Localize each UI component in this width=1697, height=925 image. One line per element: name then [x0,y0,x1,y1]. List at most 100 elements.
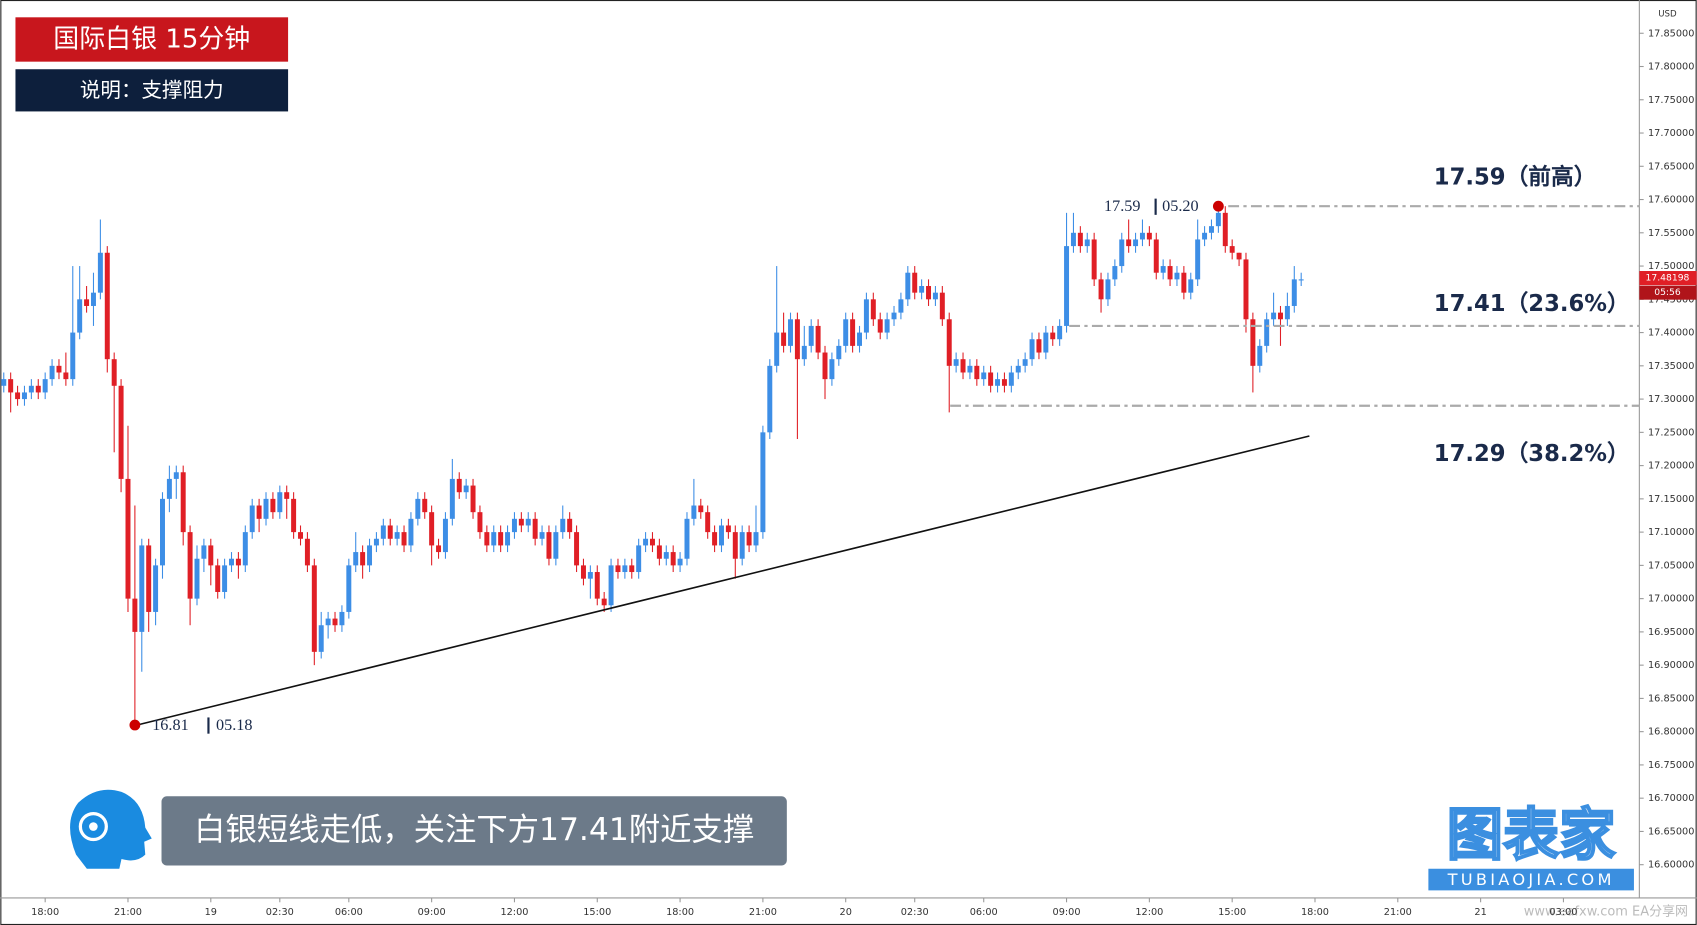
candle-body [15,392,21,400]
candle-body [380,525,386,539]
candle-body [567,518,573,533]
x-tick-label: 18:00 [1301,907,1329,918]
candle-body [1057,325,1063,340]
y-tick-label: 17.75000 [1648,95,1694,106]
candle-body [919,286,925,293]
candle-body [1112,266,1118,280]
candle-body [42,379,48,393]
level-label: 17.41（23.6%） [1434,290,1630,317]
candle-body [1146,232,1152,240]
y-tick-label: 17.50000 [1648,261,1694,272]
countdown-box [1639,285,1697,300]
candle-body [1229,246,1235,253]
caption: 白银短线走低，关注下方17.41附近支撑 [194,812,754,848]
candle-body [125,478,131,599]
x-tick-label: 02:30 [901,907,929,918]
x-tick-label: 12:00 [1135,907,1163,918]
x-tick-label: 02:30 [266,907,294,918]
candle-body [739,532,745,559]
y-tick-label: 17.40000 [1648,328,1694,339]
candle-body [360,552,366,566]
candle-body [505,532,511,546]
candle-body [649,538,655,546]
candle-body [705,512,711,533]
y-tick-label: 17.80000 [1648,62,1694,73]
candle-body [111,359,117,386]
candle-body [1070,232,1076,247]
candle-body [408,518,414,546]
candle-body [277,492,283,513]
candle-body [877,319,883,333]
candle-body [988,372,994,386]
candle-body [843,319,849,346]
candle-body [284,492,290,499]
x-tick-label: 21:00 [749,907,777,918]
candle-body [35,385,41,393]
candle-body [1139,232,1145,240]
candle-body [912,272,918,293]
low-marker [129,719,141,731]
candle-body [97,252,103,293]
candle-body [857,332,863,346]
x-tick-label: 21:00 [114,907,142,918]
candle-body [498,532,504,546]
candle-body [712,532,718,546]
y-tick-label: 17.00000 [1648,594,1694,605]
candle-body [1291,279,1297,306]
candle-body [235,558,241,566]
candle-body [1222,212,1228,247]
trend-line [137,435,1310,726]
candle-body [574,532,580,566]
candle-body [822,352,828,380]
candle-body [263,498,269,519]
candle-body [884,319,890,333]
candle-body [56,365,62,373]
candle-body [511,518,517,533]
candle-body [242,532,248,566]
plot [1,206,1304,726]
candle-body [215,565,221,592]
candle-body [1105,279,1111,300]
y-tick-label: 16.90000 [1648,660,1694,671]
candle-body [615,565,621,573]
candle-body [1001,379,1007,386]
candle-body [484,532,490,546]
candle-body [1264,319,1270,346]
last-price-box [1639,271,1697,286]
candle-body [387,525,393,539]
level-label: 17.29（38.2%） [1434,440,1630,467]
candle-body [746,532,752,546]
candle-body [298,532,304,539]
x-tick-label: 12:00 [500,907,528,918]
countdown: 05:56 [1654,287,1681,298]
low-price: 16.81 [152,716,189,734]
candle-body [1284,305,1290,320]
candle-body [774,332,780,366]
y-tick-label: 16.85000 [1648,693,1694,704]
y-tick-label: 16.70000 [1648,793,1694,804]
y-tick-label: 17.10000 [1648,527,1694,538]
x-tick-label: 18:00 [666,907,694,918]
candle-body [767,365,773,433]
candle-body [1271,312,1277,320]
candle-body [622,565,628,573]
candle-body [594,572,600,599]
candle-body [1167,266,1173,280]
candle-body [891,312,897,320]
candle-body [256,505,262,519]
candle-body [132,598,138,632]
y-tick-label: 16.80000 [1648,727,1694,738]
y-tick-label: 17.15000 [1648,494,1694,505]
candle-body [353,552,359,566]
candle-body [1091,239,1097,280]
candle-body [698,505,704,513]
candle-body [346,565,352,612]
candle-body [546,532,552,559]
caption-box [161,796,787,866]
x-tick-label: 09:00 [1053,907,1081,918]
candle-body [967,365,973,373]
candle-body [422,498,428,513]
candle-body [270,498,276,513]
x-tick-label: 21 [1474,907,1486,918]
